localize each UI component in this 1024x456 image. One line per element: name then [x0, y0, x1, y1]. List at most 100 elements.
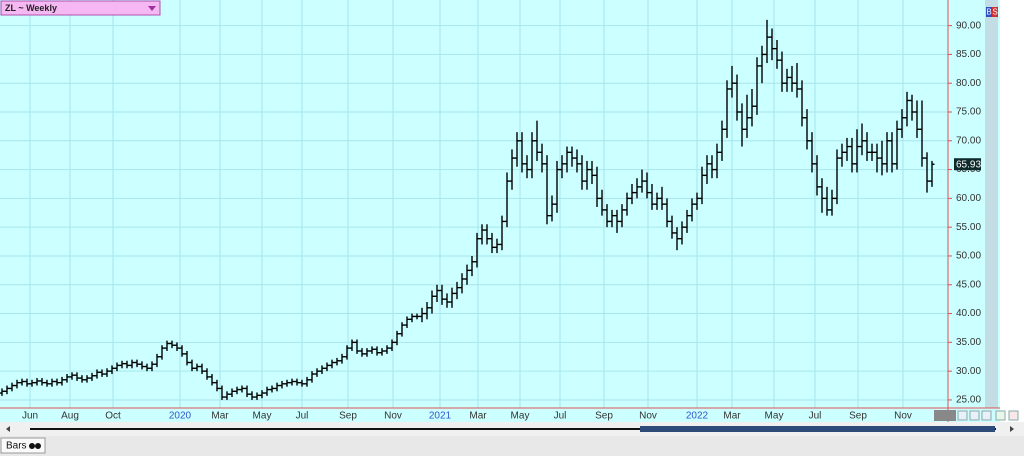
ohlc-bar — [169, 340, 175, 349]
ohlc-bar — [544, 155, 550, 225]
ohlc-bar — [329, 359, 335, 369]
ohlc-bar — [494, 238, 500, 254]
ohlc-bar — [69, 372, 75, 380]
ohlc-bar — [144, 363, 150, 372]
scroll-left[interactable] — [6, 426, 10, 432]
ohlc-bar — [279, 380, 285, 389]
ohlc-bar — [164, 340, 170, 351]
ohlc-bar — [819, 178, 825, 213]
x-tick-label: Mar — [723, 411, 741, 422]
ohlc-bar — [564, 146, 570, 173]
ohlc-bar — [919, 100, 925, 167]
ohlc-bar — [179, 345, 185, 357]
ohlc-bar — [379, 348, 385, 356]
ohlc-bar — [924, 152, 930, 193]
ohlc-bar — [339, 353, 345, 364]
zoom-button[interactable] — [981, 410, 992, 421]
ohlc-bar — [449, 287, 455, 308]
ohlc-bar — [489, 232, 495, 254]
scroll-thumb[interactable] — [640, 426, 995, 432]
ohlc-bar — [434, 284, 440, 303]
grid — [0, 0, 948, 408]
ohlc-bar — [284, 379, 290, 387]
ohlc-bar — [264, 386, 270, 396]
y-tick-label: 40.00 — [956, 308, 981, 319]
ohlc-bar — [634, 178, 640, 199]
bars-tab[interactable] — [0, 437, 46, 454]
ohlc-bar — [444, 293, 450, 308]
ohlc-bar — [349, 339, 355, 351]
ohlc-bar — [864, 132, 870, 161]
ohlc-bar — [219, 385, 225, 400]
ohlc-bar — [124, 360, 130, 369]
ohlc-bar — [44, 379, 50, 387]
ohlc-bar — [704, 155, 710, 184]
ohlc-bar — [554, 160, 560, 213]
ohlc-bar — [504, 172, 510, 228]
zoom-button[interactable] — [957, 410, 968, 421]
ohlc-bar — [664, 198, 670, 228]
ohlc-bar — [804, 109, 810, 150]
ohlc-bar — [369, 346, 375, 354]
ohlc-bar — [299, 379, 305, 387]
ohlc-bar — [644, 172, 650, 199]
zoom-button[interactable] — [995, 410, 1006, 421]
ohlc-bar — [744, 94, 750, 138]
zoom-button[interactable] — [1008, 410, 1019, 421]
axes: 25.00 30.00 35.00 40.00 45.00 50.00 55.00 60.00… — [22, 20, 982, 421]
ohlc-bar — [844, 137, 850, 161]
ohlc-bar — [359, 348, 365, 357]
ohlc-bar — [204, 368, 210, 380]
x-tick-label: Sep — [595, 411, 613, 422]
ohlc-bar — [119, 360, 125, 369]
ohlc-bar — [94, 369, 100, 379]
x-tick-label: Aug — [61, 411, 79, 422]
ohlc-bar — [454, 281, 460, 300]
ohlc-bar — [24, 378, 30, 387]
ohlc-bar — [614, 209, 620, 233]
ohlc-bar — [794, 63, 800, 98]
x-tick-label: Nov — [384, 411, 402, 422]
x-tick-label: Jul — [809, 411, 822, 422]
x-tick-label: May — [511, 411, 530, 422]
ohlc-bar — [669, 215, 675, 239]
ohlc-bar — [824, 186, 830, 216]
symbol-box[interactable] — [0, 0, 161, 16]
ohlc-bar — [9, 382, 15, 392]
dropdown-arrow[interactable] — [148, 6, 156, 11]
zoom-button[interactable] — [969, 410, 980, 421]
ohlc-bar — [799, 80, 805, 127]
ohlc-bar — [224, 391, 230, 400]
ohlc-bar — [699, 166, 705, 205]
ohlc-bar — [159, 345, 165, 360]
buy-button[interactable] — [986, 7, 992, 17]
ohlc-bar — [914, 100, 920, 138]
ohlc-bar — [394, 330, 400, 346]
ohlc-bar — [134, 359, 140, 368]
ohlc-bar — [214, 379, 220, 392]
ohlc-bar — [904, 91, 910, 127]
ohlc-bar — [754, 57, 760, 115]
ohlc-bar — [599, 189, 605, 216]
y-tick-label: 70.00 — [956, 135, 981, 146]
ohlc-bar — [539, 143, 545, 173]
ohlc-bar — [559, 155, 565, 179]
ohlc-bar — [84, 375, 90, 383]
y-tick-label: 80.00 — [956, 78, 981, 89]
x-tick-label: Oct — [105, 411, 121, 422]
ohlc-bar — [834, 149, 840, 205]
last-price-label: 65.93 — [956, 159, 981, 170]
sell-button[interactable] — [992, 7, 998, 17]
ohlc-bar — [779, 51, 785, 92]
ohlc-bar — [464, 264, 470, 285]
ohlc-bar — [684, 209, 690, 233]
ohlc-bar — [859, 123, 865, 156]
ohlc-bar — [0, 388, 5, 396]
ohlc-bar — [879, 140, 885, 176]
ohlc-bar — [364, 348, 370, 357]
ohlc-bar — [584, 160, 590, 190]
scroll-right[interactable] — [1010, 426, 1014, 432]
ohlc-bar — [629, 183, 635, 205]
ohlc-bar — [14, 379, 20, 389]
